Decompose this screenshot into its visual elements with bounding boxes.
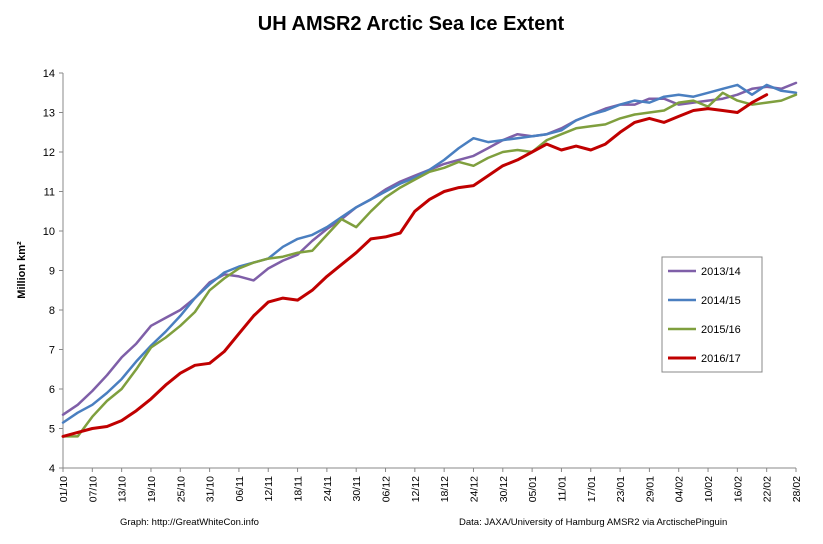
- y-tick-label: 14: [43, 68, 55, 80]
- x-tick-label: 12/11: [263, 476, 275, 502]
- x-tick-label: 31/10: [205, 476, 217, 502]
- x-tick-label: 06/11: [234, 476, 246, 502]
- x-tick-label: 11/01: [556, 476, 568, 502]
- footer-source: Data: JAXA/University of Hamburg AMSR2 v…: [459, 517, 727, 528]
- y-tick-label: 5: [49, 424, 55, 436]
- x-tick-label: 30/11: [351, 476, 363, 502]
- x-tick-label: 12/12: [410, 476, 422, 502]
- y-tick-label: 7: [49, 345, 55, 357]
- x-tick-label: 23/01: [615, 476, 627, 502]
- x-tick-label: 13/10: [117, 476, 129, 502]
- y-tick-label: 11: [44, 187, 55, 199]
- x-tick-label: 24/11: [322, 476, 334, 502]
- chart-title: UH AMSR2 Arctic Sea Ice Extent: [258, 13, 565, 35]
- legend-label-2013-14: 2013/14: [701, 266, 741, 278]
- x-tick-label: 24/12: [468, 476, 480, 502]
- x-tick-label: 06/12: [381, 476, 393, 502]
- x-tick-label: 25/10: [175, 476, 187, 502]
- legend-label-2015-16: 2015/16: [701, 324, 741, 336]
- x-tick-label: 18/11: [293, 476, 305, 502]
- x-tick-label: 19/10: [146, 476, 158, 502]
- x-tick-label: 17/01: [586, 476, 598, 502]
- y-tick-label: 9: [49, 266, 55, 278]
- series-group: [61, 81, 798, 438]
- x-tick-label: 07/10: [87, 476, 99, 502]
- y-tick-label: 12: [43, 147, 55, 159]
- y-axis-label: Million km²: [16, 241, 28, 299]
- series-line-2014-15: [61, 83, 798, 424]
- series-line-2016-17: [61, 93, 769, 438]
- legend-label-2014-15: 2014/15: [701, 295, 741, 307]
- y-tick-label: 13: [43, 108, 55, 120]
- legend-box: [661, 256, 763, 373]
- y-tick-label: 10: [43, 226, 55, 238]
- x-tick-label: 01/10: [58, 476, 70, 502]
- x-tick-label: 16/02: [732, 476, 744, 502]
- x-tick-label: 22/02: [762, 476, 774, 502]
- legend-label-2016-17: 2016/17: [701, 353, 741, 365]
- x-tick-label: 18/12: [439, 476, 451, 502]
- x-tick-label: 04/02: [674, 476, 686, 502]
- legend: 2013/14 2014/15 2015/16 2016/17: [661, 256, 763, 373]
- x-tick-label: 30/12: [498, 476, 510, 502]
- x-tick-label: 29/01: [644, 476, 656, 502]
- series-line-2015-16: [61, 91, 798, 438]
- y-tick-label: 8: [49, 305, 55, 317]
- y-axis: 4 5 6 7 8 9 10 11 12 13 14: [43, 68, 64, 475]
- x-tick-label: 05/01: [527, 476, 539, 502]
- footer-credit: Graph: http://GreatWhiteCon.info: [120, 517, 259, 528]
- y-tick-label: 4: [49, 463, 55, 475]
- x-tick-label: 28/02: [791, 476, 803, 502]
- x-axis: 01/10 07/10 13/10 19/10 25/10 31/10 06/11 12/11…: [58, 467, 803, 502]
- y-tick-label: 6: [49, 384, 55, 396]
- x-tick-label: 10/02: [703, 476, 715, 502]
